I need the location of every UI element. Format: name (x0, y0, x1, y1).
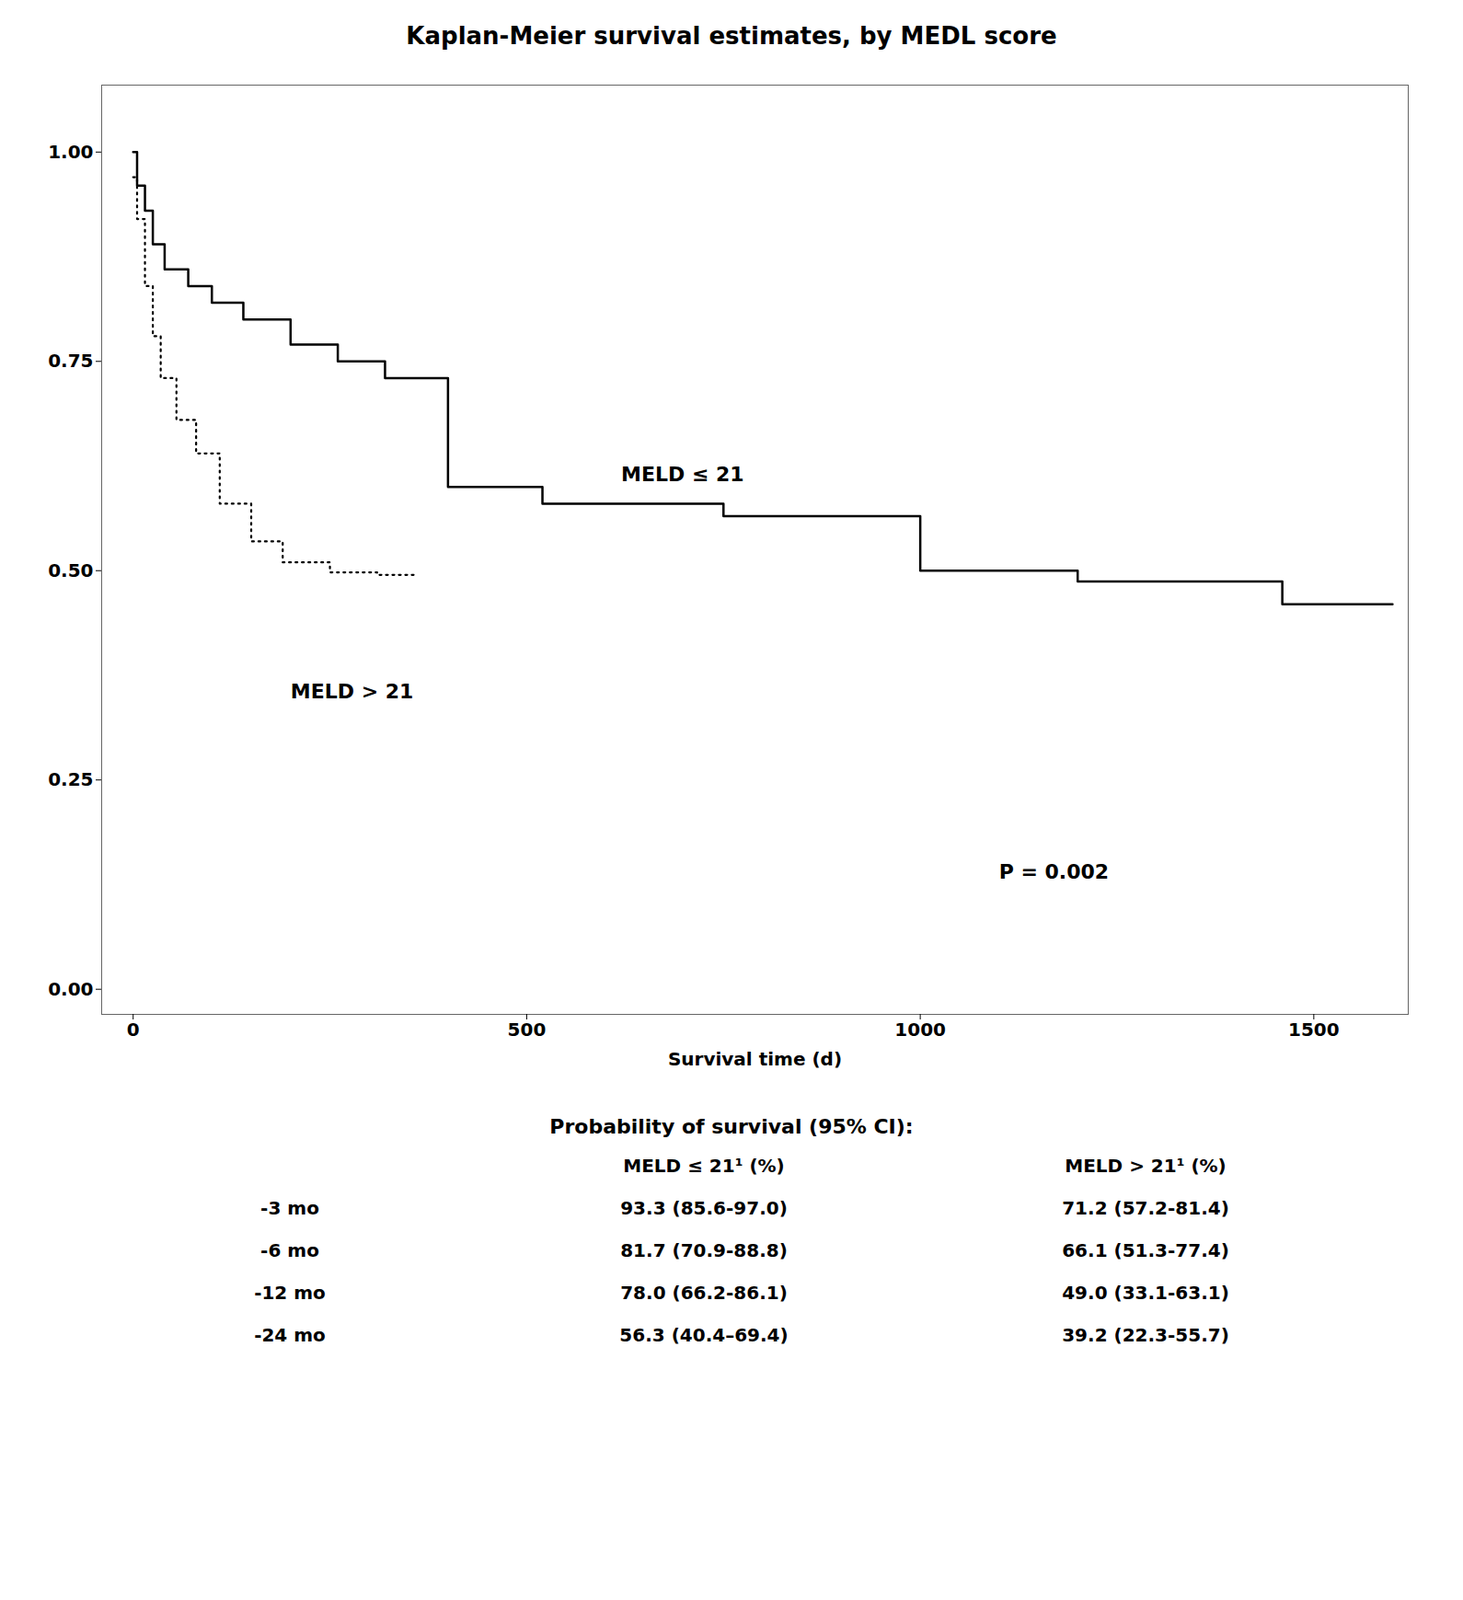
html-text:MELD > 21¹ (%): MELD > 21¹ (%) (1064, 1154, 1227, 1177)
svg-text:0.25: 0.25 (47, 768, 93, 791)
svg-text:1500: 1500 (1288, 1018, 1340, 1041)
html-text:78.0 (66.2-86.1): 78.0 (66.2-86.1) (620, 1281, 788, 1304)
html-text:81.7 (70.9-88.8): 81.7 (70.9-88.8) (620, 1239, 788, 1262)
svg-text:0.00: 0.00 (47, 978, 93, 1001)
html-text:Kaplan-Meier survival estimate: Kaplan-Meier survival estimates, by MEDL… (406, 22, 1057, 50)
html-text:MELD ≤ 21¹ (%): MELD ≤ 21¹ (%) (623, 1154, 785, 1177)
html-text:66.1 (51.3-77.4): 66.1 (51.3-77.4) (1062, 1239, 1230, 1262)
svg-text:0: 0 (126, 1018, 140, 1041)
svg-text:1.00: 1.00 (47, 140, 93, 163)
html-text:49.0 (33.1-63.1): 49.0 (33.1-63.1) (1062, 1281, 1230, 1304)
html-text:Probability of survival (95% C: Probability of survival (95% CI): (549, 1115, 914, 1139)
html-text:71.2 (57.2-81.4): 71.2 (57.2-81.4) (1062, 1197, 1230, 1220)
svg-text:500: 500 (507, 1018, 547, 1041)
html-text:93.3 (85.6-97.0): 93.3 (85.6-97.0) (620, 1197, 788, 1220)
svg-text:MELD > 21: MELD > 21 (290, 679, 415, 703)
svg-text:MELD ≤ 21: MELD ≤ 21 (621, 462, 745, 486)
svg-text:1000: 1000 (894, 1018, 946, 1041)
svg-text:P = 0.002: P = 0.002 (999, 860, 1109, 884)
html-text:-6 mo: -6 mo (260, 1239, 320, 1262)
html-text:39.2 (22.3-55.7): 39.2 (22.3-55.7) (1062, 1324, 1230, 1347)
svg-text:0.50: 0.50 (47, 559, 93, 582)
html-text:-12 mo: -12 mo (254, 1281, 326, 1304)
html-text:56.3 (40.4–69.4): 56.3 (40.4–69.4) (619, 1324, 789, 1347)
svg-text:Survival time (d): Survival time (d) (668, 1048, 842, 1071)
html-text:-24 mo: -24 mo (254, 1324, 326, 1347)
svg-text:0.75: 0.75 (47, 349, 93, 372)
html-text:-3 mo: -3 mo (260, 1197, 320, 1220)
